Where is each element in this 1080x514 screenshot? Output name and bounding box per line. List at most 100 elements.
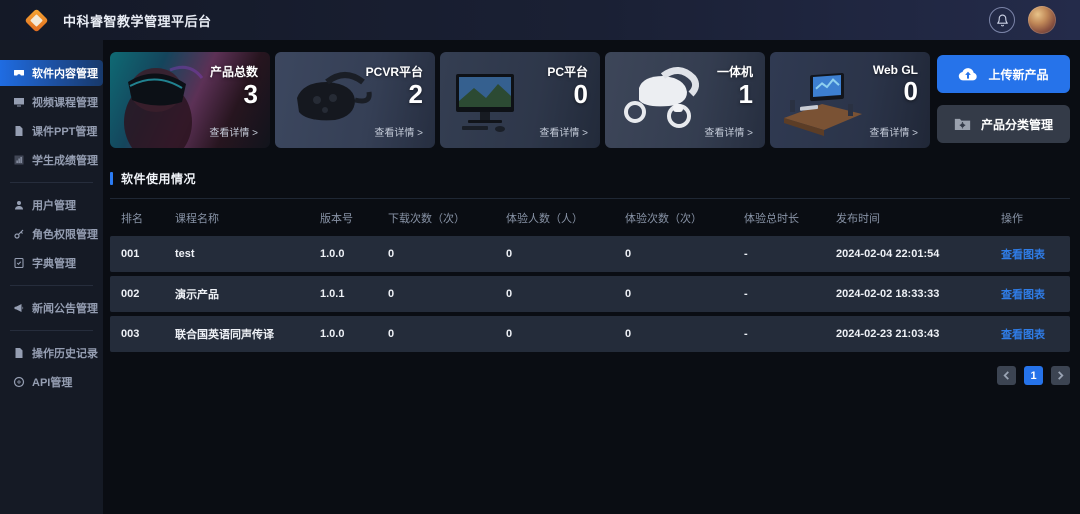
dictionary-icon (13, 257, 25, 269)
sidebar-item-student-grades[interactable]: 学生成绩管理 (0, 147, 103, 173)
stat-card-webgl[interactable]: Web GL 0 查看详情 > (770, 52, 930, 148)
bell-icon (996, 14, 1008, 26)
col-header-downloads: 下载次数（次） (388, 212, 465, 225)
top-header: 中科睿智教学管理平后台 (0, 0, 1080, 40)
vr-headset-icon (13, 67, 25, 79)
cell-published: 2024-02-23 21:03:43 (836, 328, 940, 340)
cell-rank: 001 (121, 248, 140, 260)
col-header-duration: 体验总时长 (744, 212, 799, 225)
product-category-label: 产品分类管理 (980, 117, 1053, 132)
card-detail-link[interactable]: 查看详情 > (704, 128, 753, 139)
stat-cards-row: 产品总数 3 查看详情 > PCVR平台 2 查看详情 > (110, 52, 1070, 148)
user-icon (13, 199, 25, 211)
cell-downloads: 0 (388, 248, 395, 260)
stat-card-pcvr[interactable]: PCVR平台 2 查看详情 > (275, 52, 435, 148)
view-chart-link[interactable]: 查看图表 (1001, 329, 1045, 341)
sidebar-item-label: 学生成绩管理 (32, 155, 98, 167)
cell-course-name: 联合国英语同声传译 (175, 329, 274, 341)
user-avatar[interactable] (1028, 6, 1056, 34)
col-header-published: 发布时间 (836, 212, 880, 225)
sidebar-item-label: 用户管理 (32, 200, 76, 212)
sidebar-item-label: 软件内容管理 (32, 68, 98, 80)
view-chart-link[interactable]: 查看图表 (1001, 289, 1045, 301)
sidebar-item-api[interactable]: API管理 (0, 369, 103, 395)
document-icon (13, 125, 25, 137)
col-header-actions: 操作 (1001, 212, 1023, 225)
card-label: PC平台 (547, 65, 588, 79)
col-header-course-name: 课程名称 (175, 212, 219, 225)
table-row: 001 test 1.0.0 0 0 0 - 2024-02-04 22:01:… (110, 236, 1070, 272)
col-header-rank: 排名 (121, 212, 143, 225)
cell-players: 0 (506, 288, 513, 300)
stat-card-total-products[interactable]: 产品总数 3 查看详情 > (110, 52, 270, 148)
sidebar-item-video-course[interactable]: 视频课程管理 (0, 89, 103, 115)
card-value: 2 (408, 79, 423, 109)
cell-published: 2024-02-04 22:01:54 (836, 248, 940, 260)
chart-icon (13, 154, 25, 166)
usage-table: 排名 课程名称 版本号 下载次数（次） 体验人数（人） 体验次数（次） 体验总时… (110, 199, 1070, 352)
sidebar-item-ppt[interactable]: 课件PPT管理 (0, 118, 103, 144)
card-label: PCVR平台 (365, 65, 423, 79)
stat-card-standalone[interactable]: 一体机 1 查看详情 > (605, 52, 765, 148)
cell-duration: - (744, 248, 748, 260)
cell-sessions: 0 (625, 328, 632, 340)
chevron-left-icon (1003, 371, 1009, 380)
cell-rank: 002 (121, 288, 140, 300)
app-title: 中科睿智教学管理平后台 (63, 13, 212, 29)
card-detail-link[interactable]: 查看详情 > (209, 128, 258, 139)
standalone-headset-image (624, 67, 700, 128)
card-detail-link[interactable]: 查看详情 > (539, 128, 588, 139)
cell-downloads: 0 (388, 288, 395, 300)
col-header-players: 体验人数（人） (506, 212, 583, 225)
upload-product-button[interactable]: 上传新产品 (937, 55, 1070, 93)
cell-duration: - (744, 328, 748, 340)
sidebar-divider (10, 182, 93, 183)
sidebar-item-label: 角色权限管理 (32, 229, 98, 241)
usage-section-header: 软件使用情况 (110, 170, 1070, 187)
video-icon (13, 96, 25, 108)
sidebar-item-history[interactable]: 操作历史记录 (0, 340, 103, 366)
sidebar-item-users[interactable]: 用户管理 (0, 192, 103, 218)
card-value: 0 (573, 79, 588, 109)
history-file-icon (13, 347, 25, 359)
cell-players: 0 (506, 248, 513, 260)
col-header-version: 版本号 (320, 212, 353, 225)
cell-version: 1.0.0 (320, 248, 345, 260)
cell-downloads: 0 (388, 328, 395, 340)
cell-version: 1.0.0 (320, 328, 345, 340)
product-category-button[interactable]: 产品分类管理 (937, 105, 1070, 143)
next-page-button[interactable] (1051, 366, 1070, 385)
megaphone-icon (13, 302, 25, 314)
prev-page-button[interactable] (997, 366, 1016, 385)
cloud-upload-icon (959, 67, 978, 80)
sidebar-item-software-content[interactable]: 软件内容管理 (0, 60, 103, 86)
card-value: 3 (243, 79, 258, 109)
view-chart-link[interactable]: 查看图表 (1001, 249, 1045, 261)
section-divider (110, 198, 1070, 199)
pc-monitor-image (456, 74, 514, 132)
notifications-button[interactable] (989, 7, 1015, 33)
usage-table-header: 排名 课程名称 版本号 下载次数（次） 体验人数（人） 体验次数（次） 体验总时… (110, 199, 1070, 236)
sidebar-nav: 软件内容管理 视频课程管理 课件PPT管理 学生成绩管理 用户管理 角色权限管理… (0, 40, 103, 514)
sidebar-item-roles[interactable]: 角色权限管理 (0, 221, 103, 247)
sidebar-item-news[interactable]: 新闻公告管理 (0, 295, 103, 321)
page-number-button[interactable]: 1 (1024, 366, 1043, 385)
cell-course-name: 演示产品 (175, 289, 219, 301)
card-detail-link[interactable]: 查看详情 > (869, 128, 918, 139)
sidebar-item-dictionary[interactable]: 字典管理 (0, 250, 103, 276)
cell-rank: 003 (121, 328, 140, 340)
card-label: 产品总数 (209, 65, 258, 79)
section-accent-bar (110, 172, 113, 185)
table-row: 002 演示产品 1.0.1 0 0 0 - 2024-02-02 18:33:… (110, 276, 1070, 312)
usage-section-title: 软件使用情况 (121, 172, 197, 186)
webgl-desk-image (784, 72, 862, 136)
app-logo-icon (24, 7, 49, 33)
sidebar-item-label: 课件PPT管理 (32, 126, 98, 138)
card-label: Web GL (872, 63, 918, 77)
sidebar-item-label: 新闻公告管理 (32, 303, 98, 315)
card-detail-link[interactable]: 查看详情 > (374, 128, 423, 139)
sidebar-item-label: API管理 (32, 377, 73, 389)
header-actions (989, 6, 1066, 34)
stat-card-pc[interactable]: PC平台 0 查看详情 > (440, 52, 600, 148)
folder-gear-icon (954, 118, 971, 130)
